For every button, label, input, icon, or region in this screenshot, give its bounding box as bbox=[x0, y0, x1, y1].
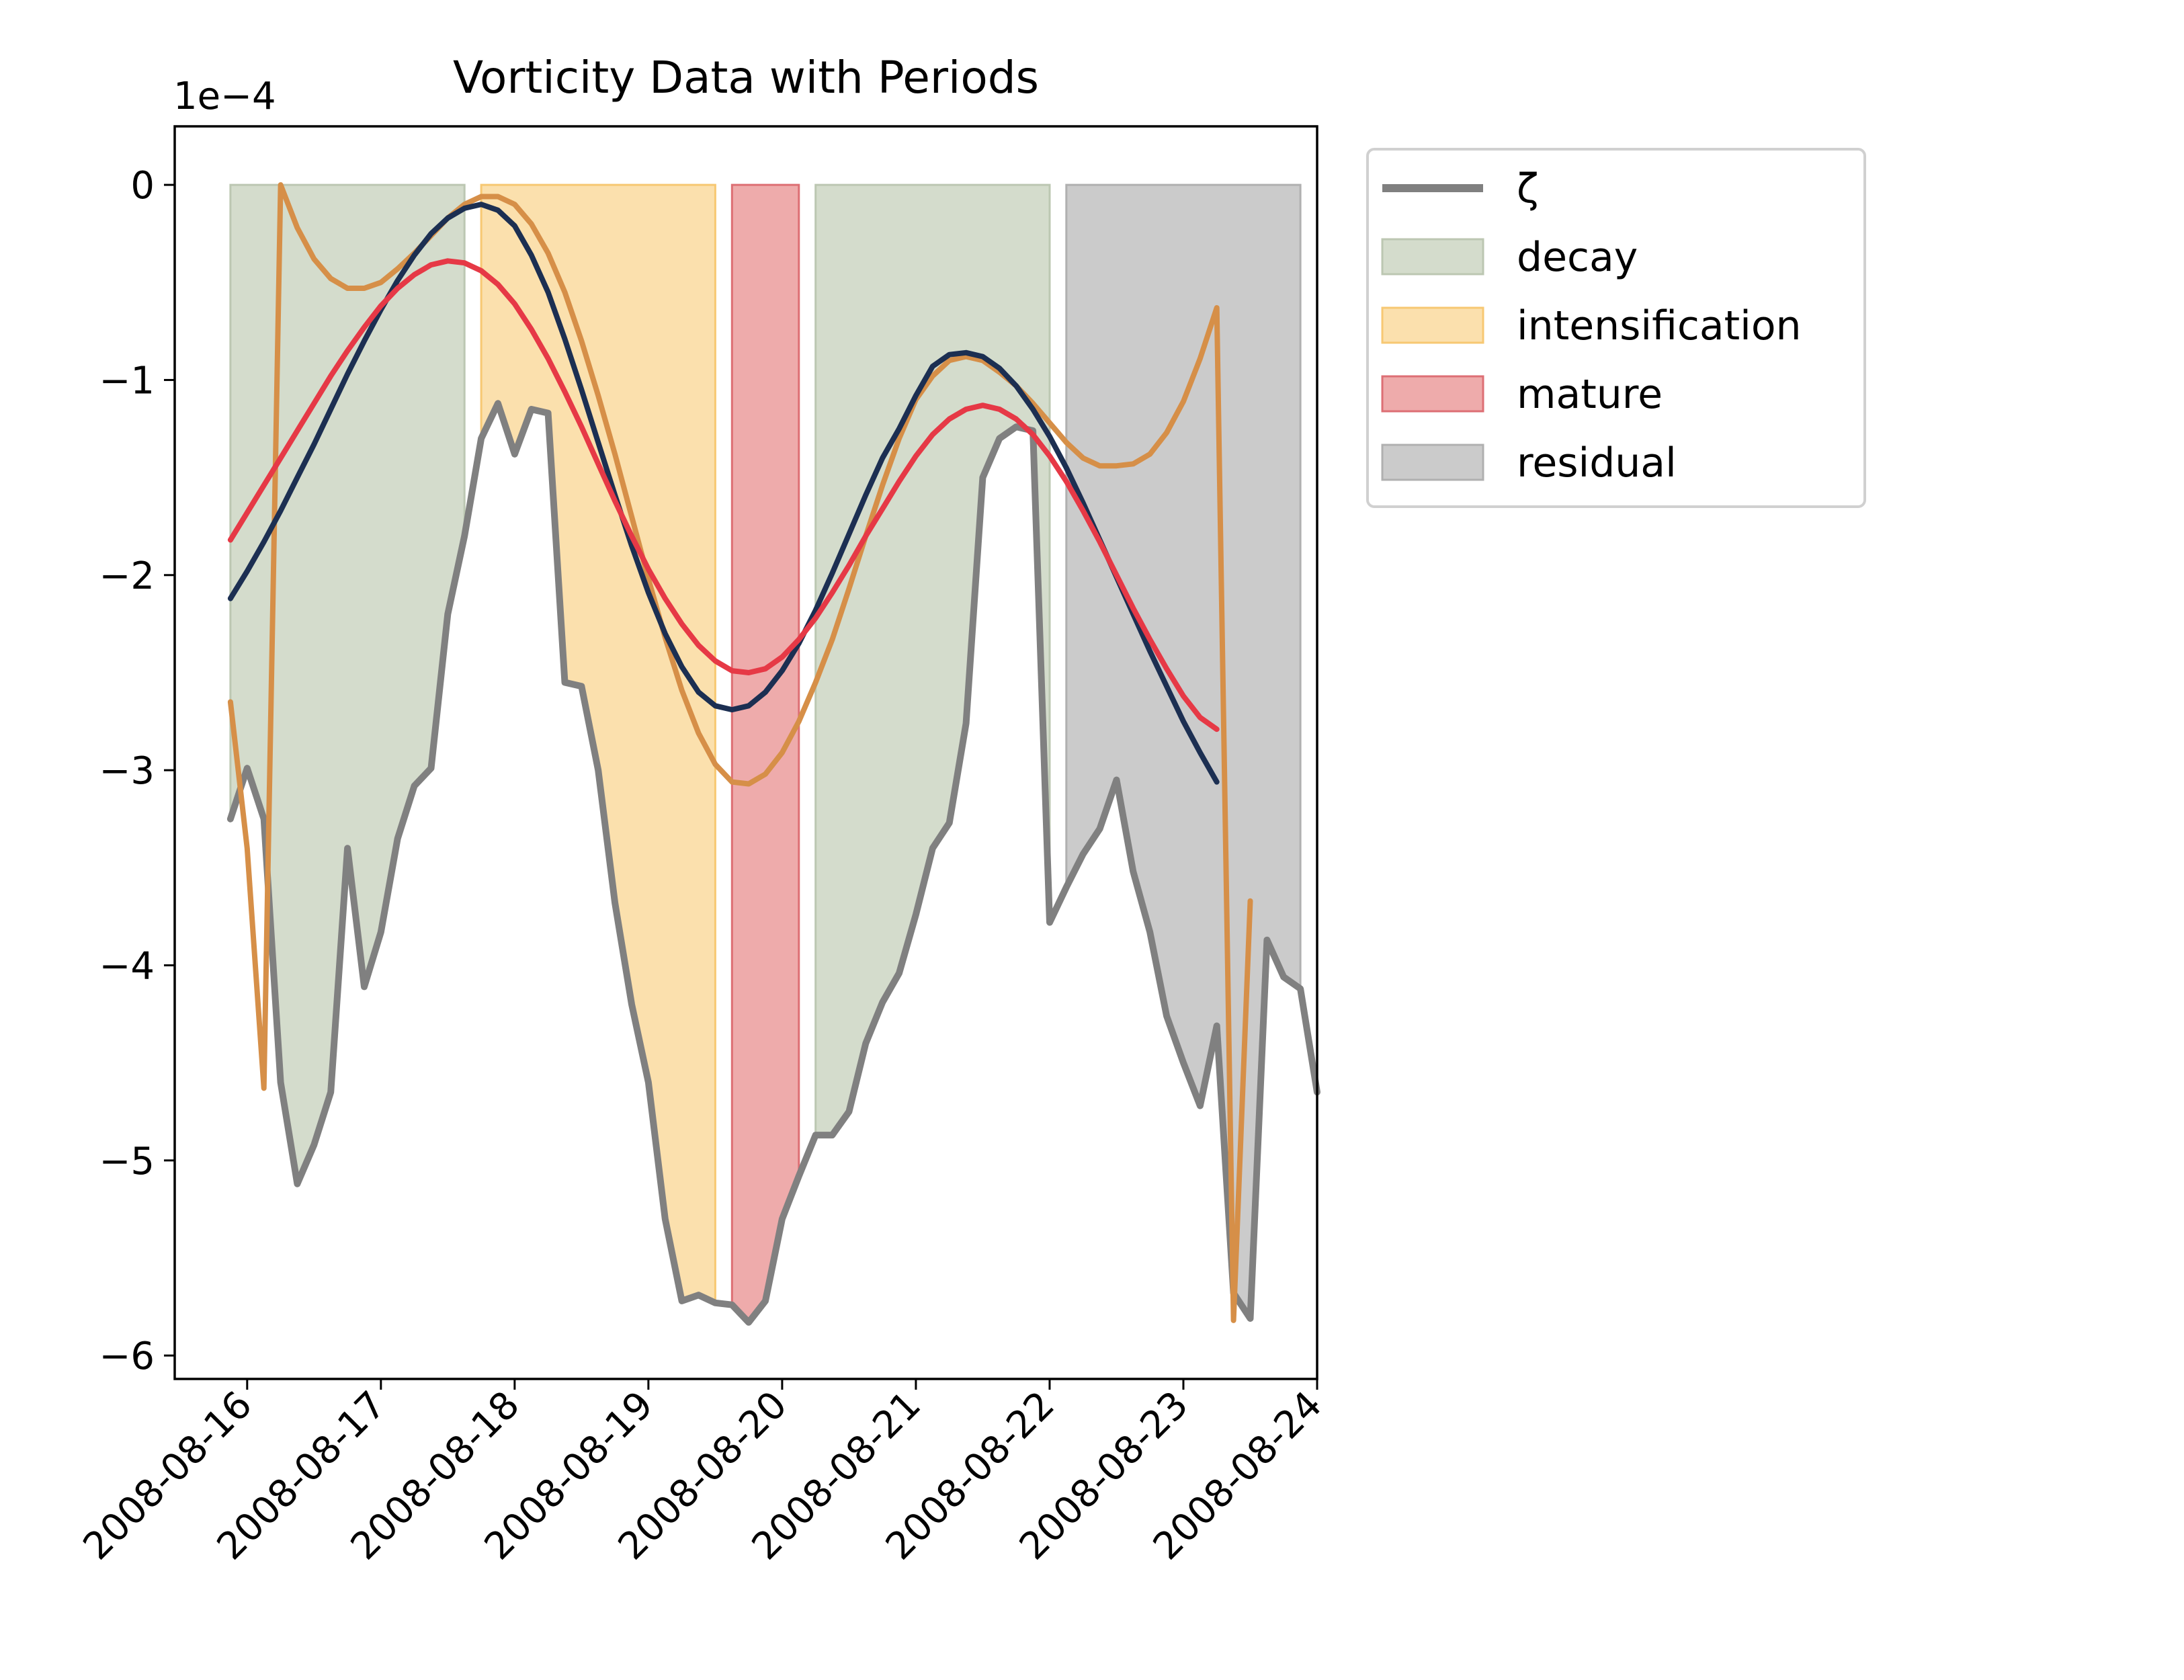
chart-title: Vorticity Data with Periods bbox=[453, 52, 1039, 103]
legend-label-0: ζ bbox=[1517, 165, 1539, 212]
period-band-mature-2 bbox=[730, 183, 800, 1325]
legend-label-4: residual bbox=[1517, 439, 1677, 487]
legend-swatch-intensification bbox=[1381, 306, 1484, 344]
series-line-0 bbox=[226, 400, 1320, 1326]
y-tick-label: −4 bbox=[99, 944, 155, 988]
y-tick-label: −1 bbox=[99, 359, 155, 403]
series-line-3 bbox=[227, 258, 1220, 732]
legend: ζ decay intensification mature residual bbox=[1366, 148, 1866, 508]
y-tick-label: 0 bbox=[130, 164, 155, 208]
plot-frame bbox=[173, 125, 1318, 1380]
legend-label-3: mature bbox=[1517, 371, 1663, 418]
legend-label-2: intensification bbox=[1517, 302, 1802, 349]
y-axis: 0 −1 −2 −3 −4 −5 −6 bbox=[99, 164, 175, 1378]
legend-swatch-mature bbox=[1381, 375, 1484, 413]
legend-box bbox=[1366, 148, 1866, 508]
y-tick-label: −6 bbox=[99, 1335, 155, 1378]
period-bands bbox=[229, 183, 1302, 1325]
y-offset-label: 1e−4 bbox=[173, 75, 276, 118]
y-tick-label: −3 bbox=[99, 749, 155, 793]
series-lines bbox=[226, 182, 1320, 1326]
legend-swatch-decay bbox=[1381, 238, 1484, 276]
legend-swatch-residual bbox=[1381, 444, 1484, 481]
y-tick-label: −5 bbox=[99, 1140, 155, 1183]
series-line-2 bbox=[227, 202, 1220, 785]
legend-label-1: decay bbox=[1517, 234, 1638, 281]
series-line-1 bbox=[227, 182, 1253, 1323]
y-tick-label: −2 bbox=[99, 554, 155, 598]
